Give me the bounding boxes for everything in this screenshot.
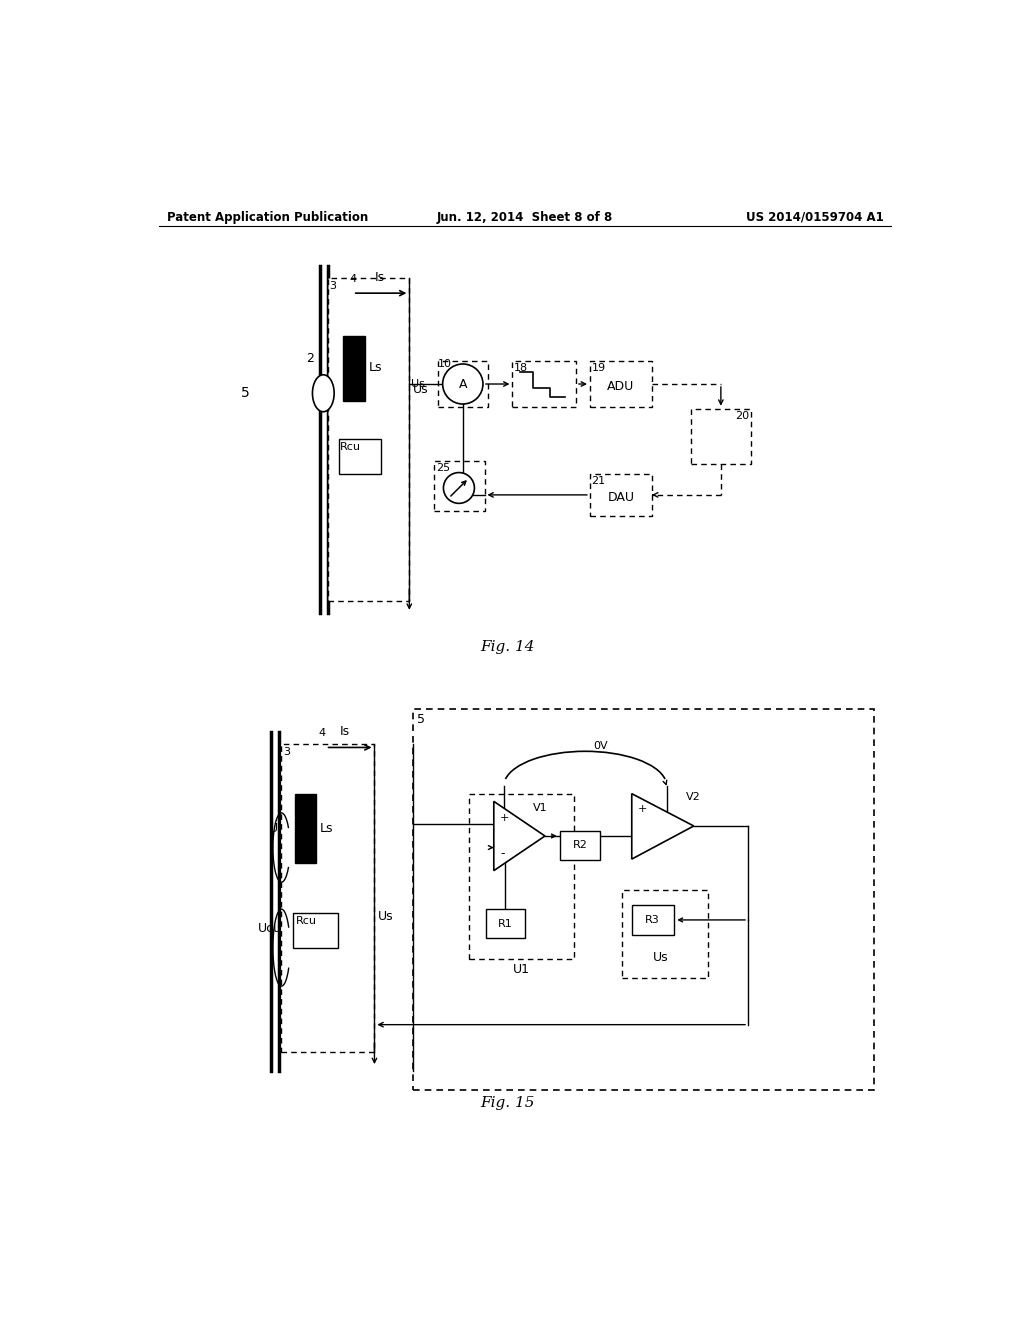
Text: Fig. 15: Fig. 15 [480, 1096, 535, 1110]
Text: Ui: Ui [269, 822, 282, 834]
Text: +: + [638, 804, 647, 814]
Polygon shape [632, 793, 693, 859]
Ellipse shape [312, 375, 334, 412]
Text: 18: 18 [514, 363, 528, 374]
Text: 0V: 0V [594, 741, 608, 751]
Bar [469, 793, 573, 960]
Bar [339, 440, 381, 474]
Polygon shape [494, 801, 545, 871]
Text: 25: 25 [435, 463, 450, 474]
Text: Us: Us [414, 383, 429, 396]
Bar [328, 277, 410, 601]
Text: 19: 19 [592, 363, 605, 374]
Text: US 2014/0159704 A1: US 2014/0159704 A1 [745, 211, 884, 224]
Text: 4: 4 [318, 729, 326, 738]
Text: 2: 2 [306, 352, 314, 366]
Text: DAU: DAU [607, 491, 635, 504]
Bar [590, 360, 652, 407]
Bar [438, 360, 487, 407]
Text: Is: Is [375, 271, 385, 284]
Bar [434, 461, 484, 511]
Bar [293, 913, 338, 948]
Circle shape [442, 364, 483, 404]
Text: V1: V1 [534, 803, 548, 813]
Text: 3: 3 [330, 281, 337, 290]
Bar [623, 890, 708, 978]
Text: 21: 21 [592, 477, 605, 486]
Text: A: A [459, 378, 467, 391]
Circle shape [443, 473, 474, 503]
Text: 5: 5 [242, 387, 250, 400]
Text: Us: Us [411, 379, 425, 389]
Text: Jun. 12, 2014  Sheet 8 of 8: Jun. 12, 2014 Sheet 8 of 8 [436, 211, 613, 224]
Text: ADU: ADU [607, 380, 635, 393]
Text: V2: V2 [686, 792, 700, 803]
Text: +: + [500, 813, 509, 824]
Text: 10: 10 [438, 359, 452, 368]
Text: Us: Us [652, 952, 669, 964]
Text: 3: 3 [283, 747, 290, 756]
Text: Is: Is [340, 725, 350, 738]
Text: Ls: Ls [369, 362, 383, 375]
Bar [414, 709, 874, 1090]
Text: 5: 5 [417, 713, 425, 726]
Text: Ucu: Ucu [257, 921, 282, 935]
Bar [632, 906, 675, 935]
Text: 4: 4 [349, 275, 356, 284]
Bar [295, 793, 316, 863]
Text: Fig. 14: Fig. 14 [480, 640, 535, 653]
Text: R1: R1 [498, 919, 513, 929]
Text: Ls: Ls [321, 822, 334, 834]
Text: R3: R3 [645, 915, 660, 925]
Bar [282, 743, 375, 1052]
Bar [343, 335, 366, 401]
Text: U1: U1 [512, 964, 529, 975]
Text: 20: 20 [734, 411, 749, 421]
Bar [512, 360, 575, 407]
Bar [560, 830, 600, 859]
Bar [486, 909, 524, 939]
Bar [590, 474, 652, 516]
Bar [690, 409, 751, 465]
Text: Rcu: Rcu [295, 916, 316, 927]
Text: -: - [500, 847, 505, 861]
Text: Rcu: Rcu [340, 442, 361, 451]
Text: R2: R2 [572, 841, 587, 850]
Text: Us: Us [378, 911, 394, 924]
Text: Patent Application Publication: Patent Application Publication [167, 211, 368, 224]
